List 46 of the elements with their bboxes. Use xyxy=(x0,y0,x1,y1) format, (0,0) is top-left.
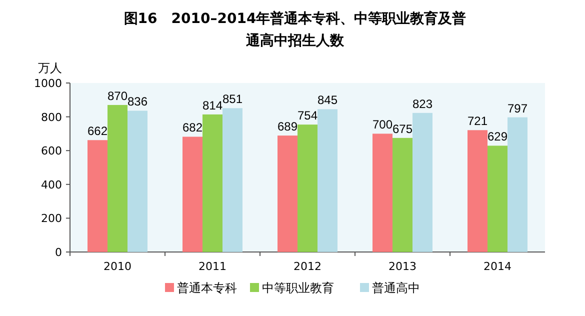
data-label: 662 xyxy=(87,124,108,138)
data-label: 797 xyxy=(507,101,528,116)
bar xyxy=(392,138,412,252)
bar xyxy=(202,114,222,252)
legend-label: 中等职业教育 xyxy=(262,281,334,295)
bar xyxy=(468,130,488,252)
y-tick-label: 1000 xyxy=(34,77,62,90)
data-label: 682 xyxy=(182,120,203,135)
bar xyxy=(318,109,338,252)
data-label: 700 xyxy=(372,118,393,132)
x-tick-label: 2014 xyxy=(484,260,512,273)
data-label: 823 xyxy=(412,96,433,111)
bar xyxy=(278,136,298,252)
data-label: 721 xyxy=(467,114,488,128)
chart-title: 图16 2010–2014年普通本专科、中等职业教育及普通高中招生人数 xyxy=(122,10,468,51)
data-label: 629 xyxy=(487,130,508,144)
x-tick-label: 2011 xyxy=(198,260,226,273)
data-label: 754 xyxy=(297,108,318,123)
bar xyxy=(108,104,128,252)
y-tick-label: 600 xyxy=(41,144,62,158)
bar xyxy=(128,110,148,252)
bar xyxy=(488,146,508,252)
x-tick-label: 2010 xyxy=(104,260,132,273)
legend-label: 普通本专科 xyxy=(177,281,237,295)
y-tick-label: 400 xyxy=(41,178,62,192)
data-label: 675 xyxy=(392,122,413,136)
data-label: 845 xyxy=(317,93,338,108)
data-label: 814 xyxy=(202,98,223,112)
legend-label: 普通高中 xyxy=(372,281,420,295)
data-label: 689 xyxy=(277,120,298,134)
bar xyxy=(182,136,202,252)
bar xyxy=(298,124,318,252)
bar xyxy=(412,112,432,252)
bar xyxy=(508,117,528,252)
y-tick-label: 200 xyxy=(41,212,62,226)
data-label: 851 xyxy=(222,92,243,106)
x-tick-label: 2012 xyxy=(294,260,322,273)
y-tick-label: 800 xyxy=(41,110,62,124)
data-label: 836 xyxy=(127,94,148,109)
bar xyxy=(372,134,392,252)
bar xyxy=(222,108,242,252)
y-axis-title: 万人 xyxy=(38,61,62,75)
bar xyxy=(88,140,108,252)
data-label: 870 xyxy=(107,88,128,103)
x-tick-label: 2013 xyxy=(388,260,416,273)
y-tick-label: 0 xyxy=(55,246,62,259)
